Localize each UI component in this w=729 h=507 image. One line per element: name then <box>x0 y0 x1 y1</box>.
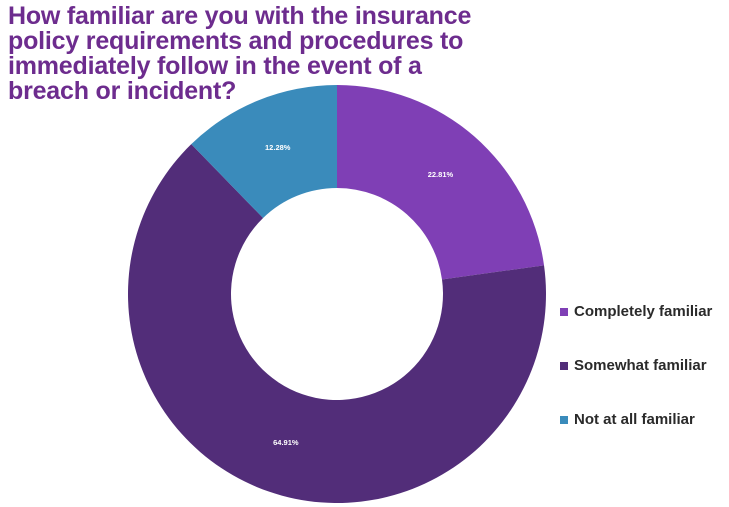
legend-item-not-at-all-familiar[interactable]: Not at all familiar <box>560 406 712 433</box>
legend-swatch <box>560 361 568 370</box>
slice-label-completely-familiar: 22.81% <box>428 170 454 179</box>
legend-label: Not at all familiar <box>574 411 695 428</box>
legend-item-somewhat-familiar[interactable]: Somewhat familiar <box>560 352 712 379</box>
donut-slices <box>127 85 547 503</box>
chart-legend: Completely familiar Somewhat familiar No… <box>560 298 712 460</box>
donut-slice-labels: 22.81% 64.91% 12.28% <box>265 143 453 447</box>
donut-slice-not-at-all-familiar[interactable] <box>191 85 337 219</box>
slice-label-somewhat-familiar: 64.91% <box>273 438 299 447</box>
donut-slice-completely-familiar[interactable] <box>337 85 545 280</box>
legend-item-completely-familiar[interactable]: Completely familiar <box>560 298 712 325</box>
legend-swatch <box>560 415 568 424</box>
legend-label: Somewhat familiar <box>574 357 707 374</box>
slice-label-not-at-all-familiar: 12.28% <box>265 143 291 152</box>
legend-label: Completely familiar <box>574 303 713 320</box>
donut-slice-somewhat-familiar[interactable] <box>127 144 547 503</box>
chart-title: How familiar are you with the insurance … <box>8 2 472 105</box>
legend-swatch <box>560 307 568 316</box>
